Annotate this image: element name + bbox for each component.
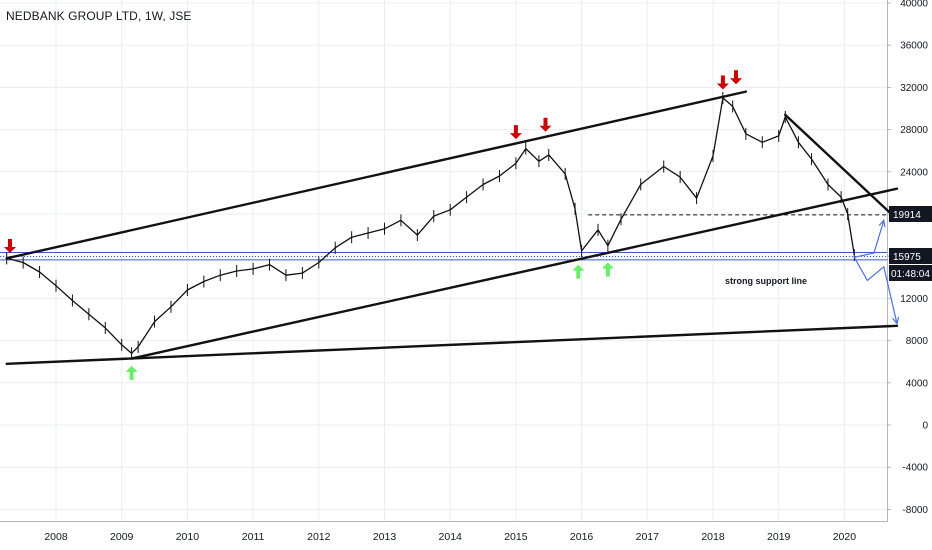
price-series [6,91,855,360]
x-tick-label-2[interactable]: 2010 [176,531,200,543]
x-tick-label-7[interactable]: 2015 [504,531,528,543]
resistance-marker-3 [716,75,729,90]
x-tick-label-0[interactable]: 2008 [44,531,68,543]
x-tick-label-10[interactable]: 2018 [701,531,725,543]
x-tick-label-11[interactable]: 2019 [767,531,791,543]
bar-countdown-label: 01:48:04 [889,265,932,281]
arrow-markers [4,70,742,380]
horizontal-levels [0,214,897,261]
trendline-1[interactable] [130,187,899,360]
projection-path-1 [853,257,898,324]
y-tick-label-12[interactable]: -8000 [902,505,928,516]
support-marker-7 [601,262,614,277]
price-label-support-text: 15975 [893,252,921,263]
x-tick-label-6[interactable]: 2014 [439,531,463,543]
x-tick-label-3[interactable]: 2011 [242,531,265,543]
x-tick-label-5[interactable]: 2013 [373,531,397,543]
projection-arrowhead-0 [878,218,886,228]
y-tick-label-9[interactable]: 4000 [906,378,929,389]
y-tick-label-4[interactable]: 24000 [900,167,928,178]
y-tick-label-3[interactable]: 28000 [900,125,928,136]
x-tick-label-1[interactable]: 2009 [110,531,134,543]
resistance-marker-4 [730,70,742,85]
x-tick-label-4[interactable]: 2012 [307,531,331,543]
trendline-3[interactable] [784,113,899,221]
grid-lines [0,0,887,521]
support-marker-6 [572,264,585,279]
x-tick-label-12[interactable]: 2020 [833,531,857,543]
support-marker-5 [125,365,138,380]
time-axis-labels[interactable]: 2008 2009 2010 2011 2012 2013 2014 2015 2016 2017… [44,531,856,543]
support-line-annotation: strong support line [725,276,807,286]
y-tick-label-10[interactable]: 0 [922,421,928,432]
y-tick-label-11[interactable]: -4000 [902,463,928,474]
x-tick-label-8[interactable]: 2016 [570,531,594,543]
chart-title: NEDBANK GROUP LTD, 1W, JSE [6,9,192,23]
projection-path-0 [854,220,885,258]
price-label-support: 15975 [889,248,932,264]
trendlines[interactable] [5,90,899,366]
price-label-high-text: 19914 [893,210,921,221]
y-tick-label-1[interactable]: 36000 [900,41,928,52]
x-tick-label-9[interactable]: 2017 [636,531,660,543]
trendline-0[interactable] [5,90,748,260]
resistance-marker-2 [539,117,552,132]
resistance-marker-1 [509,125,522,140]
y-tick-label-2[interactable]: 32000 [900,83,928,94]
resistance-marker-0 [4,239,16,253]
y-tick-label-0[interactable]: 40000 [900,0,928,10]
y-tick-label-7[interactable]: 12000 [900,294,928,305]
price-label-high: 19914 [889,206,932,222]
projection-arrows [853,218,900,326]
trendline-2[interactable] [5,324,899,366]
y-tick-label-8[interactable]: 8000 [906,336,929,347]
projection-arrowhead-1 [892,316,900,326]
bar-countdown-text: 01:48:04 [891,269,930,280]
